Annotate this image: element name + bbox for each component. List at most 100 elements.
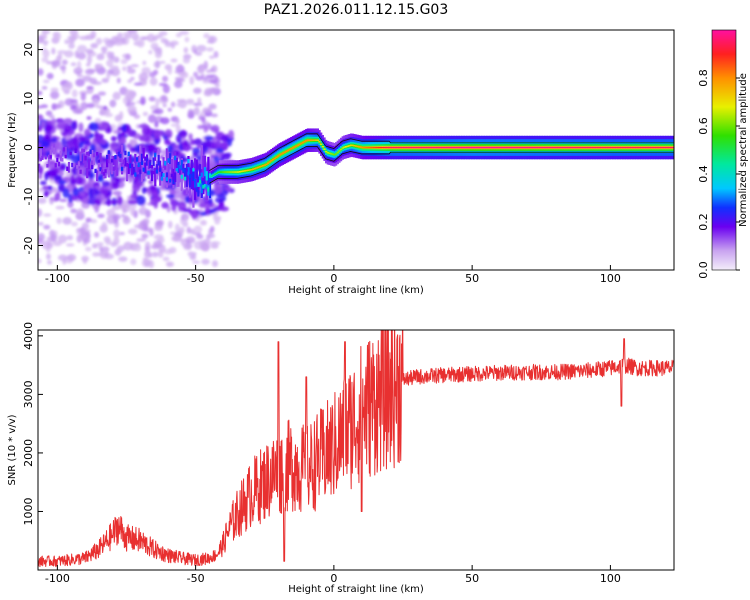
ridge-cell: [260, 165, 263, 167]
y-tick-label: -10: [22, 188, 35, 206]
ridge-cell: [47, 157, 51, 167]
ridge-cell: [107, 150, 110, 154]
noise-blob: [138, 72, 149, 82]
ridge-cell: [424, 146, 427, 149]
noise-blob: [219, 206, 229, 212]
noise-blob: [190, 209, 199, 219]
ridge-cell: [94, 168, 97, 174]
ridge-cell: [145, 154, 149, 159]
ridge-cell: [351, 144, 354, 147]
ridge-cell: [343, 146, 346, 148]
ridge-cell: [215, 172, 218, 175]
ridge-cell: [505, 146, 509, 149]
ridge-cell: [645, 146, 648, 149]
noise-blob: [57, 234, 68, 244]
noise-blob: [148, 96, 156, 102]
ridge-cell: [281, 152, 285, 154]
ridge-cell: [494, 146, 497, 149]
noise-blob: [41, 47, 47, 52]
ridge-cell: [120, 166, 124, 171]
noise-blob: [105, 39, 115, 48]
ridge-cell: [560, 146, 563, 149]
ridge-cell: [608, 146, 611, 149]
ridge-cell: [228, 171, 232, 173]
noise-blob: [161, 202, 169, 209]
noise-blob: [72, 108, 83, 115]
ridge-cell: [366, 146, 369, 149]
ridge-cell: [147, 161, 150, 169]
ridge-cell: [328, 152, 331, 154]
spectrogram-x-label: Height of straight line (km): [288, 285, 424, 296]
noise-blob: [68, 42, 75, 49]
ridge-cell: [492, 146, 495, 149]
ridge-cell: [117, 151, 120, 157]
ridge-cell: [92, 153, 96, 158]
ridge-cell: [149, 162, 152, 166]
ridge-cell: [104, 169, 107, 173]
noise-blob: [173, 190, 182, 199]
noise-blob: [104, 112, 114, 118]
ridge-cell: [529, 146, 532, 149]
noise-blob: [64, 82, 72, 89]
ridge-cell: [124, 157, 127, 167]
ridge-contour-lower: [209, 146, 674, 184]
noise-blob: [181, 213, 189, 222]
noise-blob: [41, 85, 48, 90]
x-tick-label: -100: [45, 572, 70, 585]
noise-blob: [120, 214, 125, 218]
noise-blob: [138, 207, 148, 215]
noise-blob: [61, 59, 68, 65]
noise-blob: [160, 117, 170, 125]
ridge-cell: [87, 151, 91, 156]
noise-blob: [144, 245, 151, 254]
ridge-cell: [588, 146, 592, 149]
ridge-cell: [44, 156, 47, 160]
noise-blob: [46, 260, 52, 265]
ridge-cell: [434, 146, 437, 149]
ridge-cell: [235, 171, 238, 173]
ridge-cell: [311, 139, 315, 141]
ridge-cell: [193, 178, 197, 200]
ridge-cell: [62, 147, 66, 152]
noise-blob: [68, 35, 77, 42]
noise-blob: [162, 103, 167, 108]
ridge-cell: [653, 146, 656, 149]
noise-blob: [88, 122, 99, 132]
ridge-cell: [212, 174, 215, 177]
noise-blob: [214, 196, 225, 204]
noise-blob: [209, 225, 215, 233]
noise-blob: [76, 60, 82, 70]
noise-blob: [61, 131, 68, 137]
noise-blob: [99, 138, 108, 145]
ridge-cell: [520, 146, 524, 149]
ridge-cell: [552, 146, 555, 149]
ridge-cell: [253, 167, 256, 170]
ridge-cell: [283, 151, 286, 153]
noise-blob: [81, 255, 90, 262]
ridge-cell: [135, 164, 139, 175]
ridge-cell: [330, 153, 333, 155]
ridge-cell: [57, 161, 61, 167]
ridge-cell: [379, 146, 383, 149]
noise-blob: [40, 140, 50, 149]
snr-panel: -100 -50 0 50 100 1000 2000 3000 4000 Height of…: [7, 322, 675, 595]
ridge-cell: [376, 146, 379, 149]
ridge-cell: [656, 146, 660, 149]
ridge-cell: [223, 171, 227, 173]
ridge-cell: [331, 153, 334, 155]
ridge-cell: [482, 146, 485, 149]
ridge-cell: [67, 162, 71, 167]
ridge-cell: [218, 171, 222, 173]
ridge-cell: [563, 146, 567, 149]
noise-blob: [92, 81, 102, 86]
ridge-cell: [41, 155, 44, 160]
ridge-cell: [522, 146, 525, 149]
ridge-cell: [109, 159, 112, 171]
ridge-cell: [137, 162, 140, 168]
noise-blob: [197, 97, 202, 106]
ridge-cell: [155, 169, 159, 174]
ridge-cell: [577, 146, 580, 149]
ridge-cell: [469, 146, 472, 149]
ridge-cell: [354, 145, 358, 147]
y-tick-label: 2000: [22, 439, 35, 467]
